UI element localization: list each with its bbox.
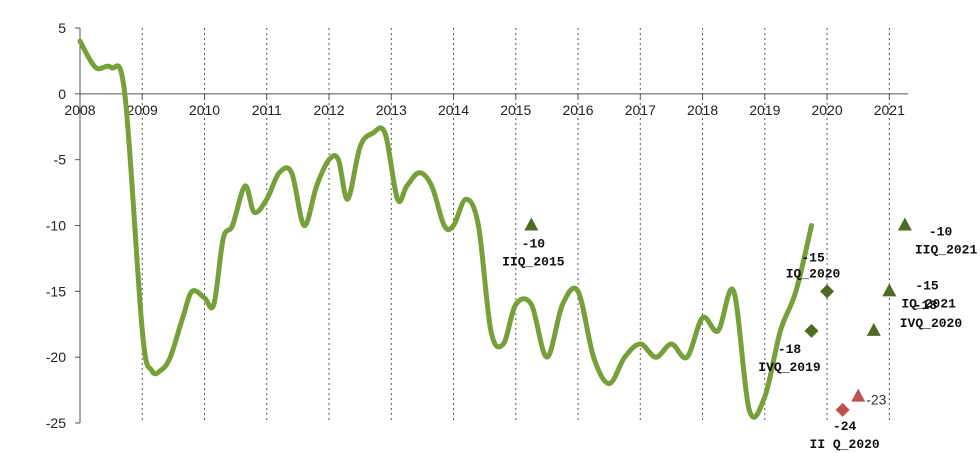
x-tick-label: 2014 [438,102,469,118]
x-tick-label: 2010 [189,102,220,118]
annotation-value: -10 [522,237,546,252]
annotation-label: IIQ_2021 [915,243,978,258]
y-tick-label: -5 [54,152,67,168]
x-tick-label: 2018 [687,102,718,118]
x-tick-label: 2008 [64,102,95,118]
annotation-value: -18 [778,342,802,357]
annotation-value: -23 [866,392,886,408]
annotation-marker-triangle [851,388,866,402]
y-tick-label: -10 [46,218,66,234]
x-tick-label: 2012 [313,102,344,118]
x-tick-label: 2011 [252,102,282,118]
annotation-label: IVQ_2019 [758,360,821,375]
x-tick-label: 2020 [811,102,842,118]
annotation-value: -15 [801,250,825,265]
y-tick-label: 5 [58,20,66,36]
x-tick-label: 2013 [376,102,407,118]
annotation-value: -15 [915,278,939,293]
annotation-marker-diamond [804,323,819,338]
annotation-label: IIQ_2015 [502,255,565,270]
annotation-marker-triangle [524,217,539,231]
x-tick-label: 2009 [127,102,158,118]
x-tick-label: 2015 [500,102,531,118]
x-tick-label: 2021 [874,102,905,118]
annotation-label: II Q_2020 [810,437,880,452]
y-tick-label: -25 [46,415,66,431]
annotation-value: -10 [929,225,953,240]
x-tick-label: 2017 [625,102,656,118]
series-line [77,38,814,420]
annotation-marker-diamond [835,402,850,417]
annotation-label: IQ_2021 [901,296,956,311]
annotation-value: -24 [833,419,857,434]
annotation-marker-diamond [820,284,835,299]
y-tick-label: -20 [46,349,66,365]
x-tick-label: 2019 [749,102,780,118]
annotation-label: IQ_2020 [786,266,841,281]
y-tick-label: 0 [58,86,66,102]
x-tick-label: 2016 [562,102,593,118]
annotation-label: IVQ_2020 [900,316,963,331]
y-tick-label: -15 [46,283,66,299]
annotation-marker-triangle [897,217,912,231]
annotation-marker-triangle [866,322,881,336]
annotation-marker-triangle [882,283,897,297]
annotation-value: -18 [914,298,938,313]
